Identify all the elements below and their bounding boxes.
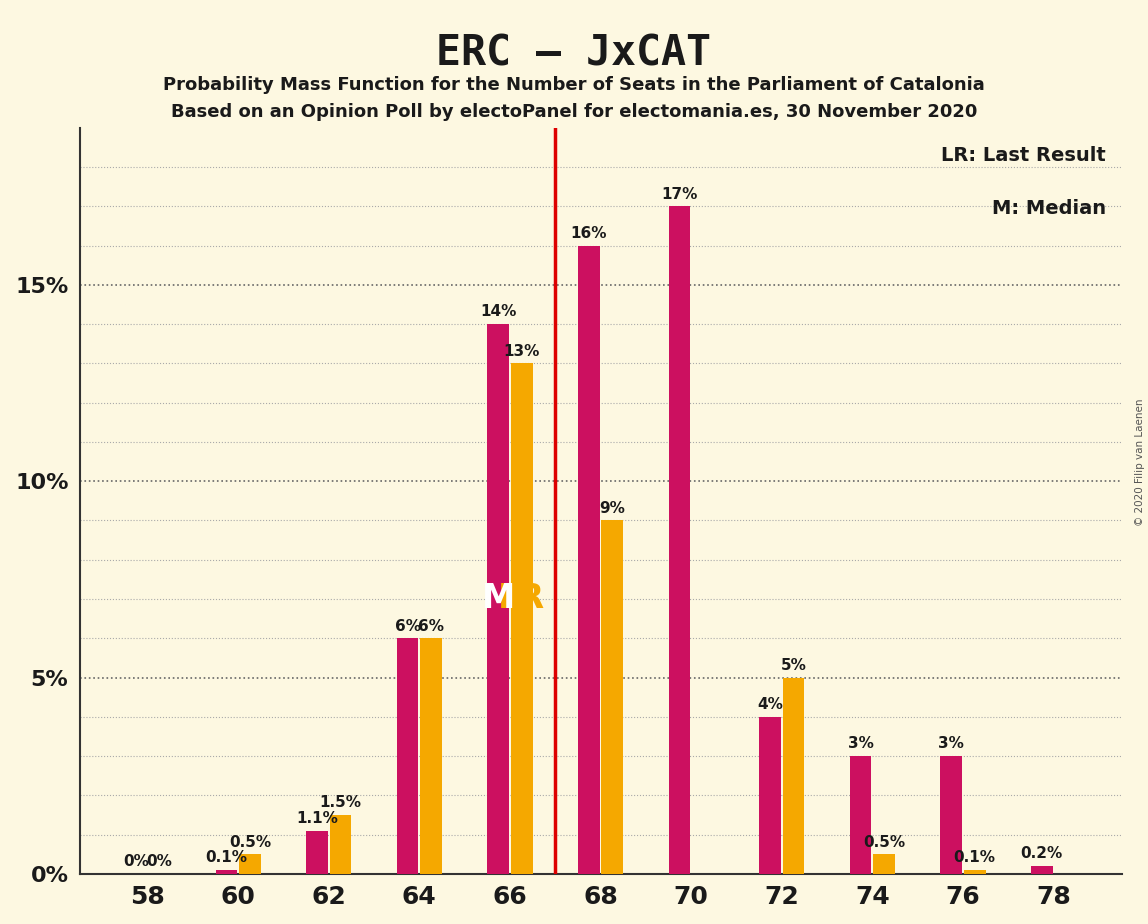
Bar <box>668 206 690 874</box>
Bar <box>239 855 261 874</box>
Text: 6%: 6% <box>418 618 444 634</box>
Text: 0.2%: 0.2% <box>1021 846 1063 861</box>
Text: 0.5%: 0.5% <box>228 834 271 849</box>
Bar <box>1031 866 1053 874</box>
Bar <box>487 324 509 874</box>
Bar <box>329 815 351 874</box>
Bar <box>874 855 895 874</box>
Text: 0.1%: 0.1% <box>954 850 995 865</box>
Text: 0%: 0% <box>147 854 172 869</box>
Text: 16%: 16% <box>571 225 607 241</box>
Bar <box>397 638 419 874</box>
Text: 14%: 14% <box>480 304 517 320</box>
Text: 17%: 17% <box>661 187 698 201</box>
Text: 3%: 3% <box>847 736 874 751</box>
Text: 0%: 0% <box>123 854 149 869</box>
Bar <box>602 520 623 874</box>
Bar <box>964 870 986 874</box>
Text: 3%: 3% <box>938 736 964 751</box>
Text: Probability Mass Function for the Number of Seats in the Parliament of Catalonia: Probability Mass Function for the Number… <box>163 76 985 93</box>
Bar <box>783 677 805 874</box>
Text: 5%: 5% <box>781 658 807 673</box>
Text: 4%: 4% <box>757 697 783 712</box>
Text: 13%: 13% <box>504 344 540 359</box>
Text: ERC – JxCAT: ERC – JxCAT <box>436 32 712 74</box>
Text: 9%: 9% <box>599 501 626 516</box>
Text: 6%: 6% <box>395 618 420 634</box>
Text: 0.5%: 0.5% <box>863 834 906 849</box>
Text: © 2020 Filip van Laenen: © 2020 Filip van Laenen <box>1135 398 1145 526</box>
Text: LR: Last Result: LR: Last Result <box>941 146 1106 165</box>
Text: 0.1%: 0.1% <box>205 850 247 865</box>
Bar <box>307 831 328 874</box>
Text: M: Median: M: Median <box>992 199 1106 218</box>
Bar <box>511 363 533 874</box>
Bar <box>940 756 962 874</box>
Bar <box>759 717 781 874</box>
Text: M: M <box>481 582 514 615</box>
Bar <box>577 246 599 874</box>
Bar <box>850 756 871 874</box>
Bar <box>216 870 238 874</box>
Text: Based on an Opinion Poll by electoPanel for electomania.es, 30 November 2020: Based on an Opinion Poll by electoPanel … <box>171 103 977 121</box>
Bar <box>420 638 442 874</box>
Text: 1.1%: 1.1% <box>296 811 338 826</box>
Text: LR: LR <box>498 582 545 615</box>
Text: 1.5%: 1.5% <box>319 796 362 810</box>
